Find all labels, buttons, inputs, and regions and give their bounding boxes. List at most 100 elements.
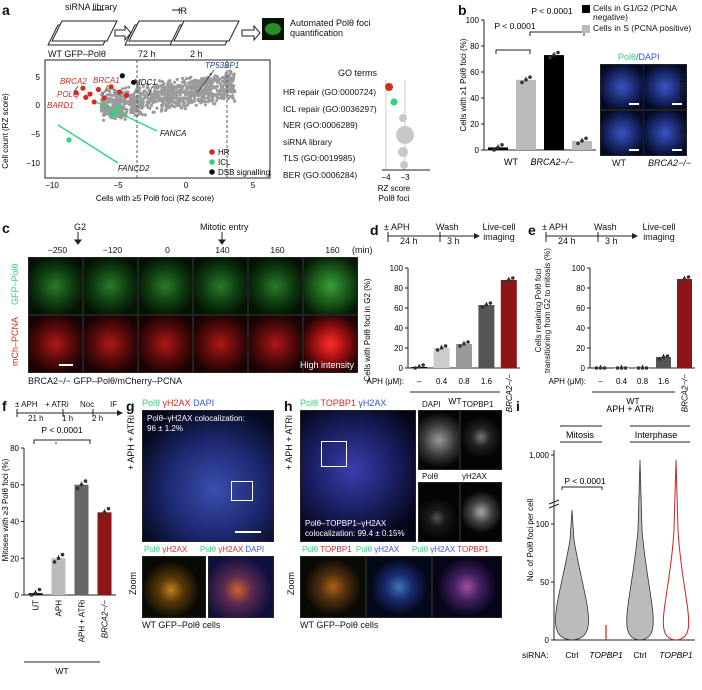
y-tick-label: 0: [15, 591, 20, 600]
workflow-2h: 2 h: [190, 49, 203, 59]
x-tick-label: BRCA2−/−: [681, 374, 690, 413]
panel-c-label: c: [2, 220, 10, 236]
y-tick-label: 80: [576, 284, 585, 293]
scatter-point-bg: [227, 81, 231, 85]
scatter-point-bg: [100, 91, 104, 95]
replicate-dot: [484, 303, 489, 307]
scatter-point-bg: [116, 99, 120, 104]
scatter-point-bg: [124, 86, 128, 90]
y-tick-label: 0: [581, 364, 586, 373]
svg-text:Cells with ≥1 Polθ foci (%): Cells with ≥1 Polθ foci (%): [459, 38, 468, 131]
svg-text:No. of Polθ foci per cell: No. of Polθ foci per cell: [526, 499, 535, 581]
replicate-dot: [417, 365, 421, 369]
scatter-point-bg: [132, 94, 136, 98]
svg-text:Polθ foci: Polθ foci: [379, 194, 410, 203]
scatter-point-bg: [173, 105, 177, 109]
scatter-point-bg: [164, 108, 168, 113]
replicate-dot: [102, 510, 107, 515]
scatter-point-bg: [156, 90, 160, 94]
b-image-brca2-s: [643, 110, 687, 156]
scatter-point-bg: [129, 93, 133, 97]
scatter-point-bg: [186, 99, 190, 103]
scatter-point-bg: [164, 89, 169, 93]
scatter-point-bg: [197, 81, 201, 85]
scatter-point-bg: [146, 82, 150, 86]
x-tick-label: APH + ATRi: [78, 600, 87, 643]
replicate-dot: [33, 591, 38, 595]
y-tick-label: 20: [576, 344, 585, 353]
replicate-dot: [75, 486, 80, 491]
replicate-dot: [480, 305, 485, 309]
scatter-point-bg: [160, 92, 164, 96]
y-tick-label: 80: [10, 444, 19, 453]
c-pcna-frame: [28, 315, 83, 373]
svg-text:P < 0.0001: P < 0.0001: [41, 425, 82, 435]
svg-text:P < 0.0001: P < 0.0001: [494, 21, 535, 31]
y-tick-label: 0: [399, 364, 404, 373]
svg-text:−5: −5: [113, 181, 123, 190]
replicate-dot: [584, 136, 588, 141]
go-term: siRNA library: [283, 136, 333, 147]
replicate-dot: [556, 50, 560, 55]
scatter-point-bg: [183, 107, 187, 111]
replicate-dot: [421, 363, 425, 367]
scatter-point-bg: [150, 95, 154, 99]
scatter-point-bg: [126, 90, 130, 94]
c-pcna-frame: [83, 315, 138, 373]
scatter-point-bg: [182, 104, 186, 108]
scatter-point-bg: [204, 84, 208, 88]
scatter-point-bg: [197, 92, 202, 96]
svg-text:1,000: 1,000: [529, 451, 550, 460]
replicate-dot: [598, 366, 603, 370]
scatter-point-hr: [80, 85, 86, 91]
scatter-point-bg: [202, 77, 206, 81]
scatter-point-dsb-signalling: [130, 79, 137, 85]
panel-f-label: f: [2, 398, 7, 414]
x-tick-label: –: [598, 377, 603, 386]
scatter-point-bg: [165, 104, 169, 108]
replicate-dot: [98, 514, 103, 518]
scatter-point-dsb-signalling: [119, 73, 125, 79]
wt-label: WT: [55, 666, 68, 676]
scatter-point-bg: [130, 101, 134, 105]
gene-brca2: BRCA2: [60, 77, 87, 86]
gene-fanca: FANCA: [160, 129, 187, 138]
scatter-point-bg: [172, 95, 176, 99]
scatter-point-bg: [146, 102, 150, 106]
scatter-point-bg: [155, 106, 159, 110]
x-tick-label: 0.4: [436, 377, 448, 386]
scatter-point-bg: [171, 99, 175, 104]
scatter-point-bg: [229, 76, 233, 80]
scatter-point-hr: [91, 99, 97, 105]
scatter-point-bg: [141, 91, 145, 95]
scatter-point-bg: [148, 106, 152, 110]
svg-text:Cells with Polθ foci in G2 (%): Cells with Polθ foci in G2 (%): [363, 278, 372, 381]
scatter-point-bg: [140, 113, 144, 117]
c-caption: BRCA2−/− GFP–Polθ/mCherry–PCNA: [28, 376, 183, 386]
scatter-point-bg: [107, 96, 111, 100]
scatter-point-bg: [194, 87, 198, 91]
replicate-dot: [602, 366, 607, 370]
y-tick-label: 0: [475, 146, 480, 155]
scatter-point-icl: [66, 137, 72, 143]
scatter-point-bg: [207, 90, 211, 94]
scatter-point-bg: [112, 88, 116, 92]
svg-text:siRNA:: siRNA:: [522, 650, 548, 660]
scatter-point-bg: [160, 108, 164, 112]
x-tick-label: UT: [32, 600, 41, 611]
panel-i-label: i: [516, 398, 520, 414]
replicate-dot: [79, 482, 84, 487]
svg-text:Interphase: Interphase: [635, 430, 678, 440]
svg-text:0: 0: [36, 101, 41, 110]
scatter-point-bg: [138, 86, 142, 90]
scatter-point-bg: [180, 87, 184, 91]
replicate-dot: [576, 141, 580, 146]
scatter-point-bg: [102, 118, 106, 122]
svg-text:−5: −5: [31, 130, 41, 139]
scatter-point-bg: [184, 77, 189, 81]
replicate-dot: [678, 280, 683, 284]
svg-text:100: 100: [536, 520, 550, 529]
y-tick-label: 40: [10, 518, 19, 527]
replicate-dot: [682, 277, 687, 281]
scatter-point-bg: [170, 83, 174, 87]
